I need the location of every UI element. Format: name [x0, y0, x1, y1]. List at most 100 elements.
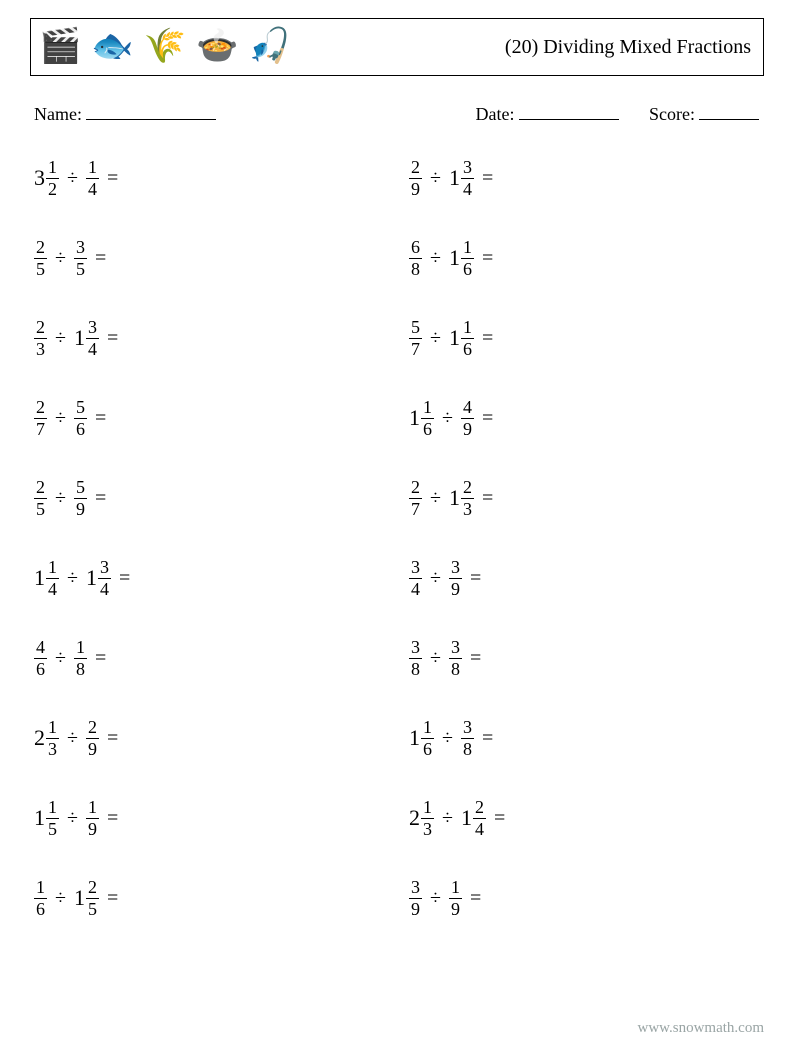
division-sign: ÷ [55, 247, 66, 270]
problem-4: 68÷116= [409, 233, 764, 283]
denominator: 8 [461, 740, 474, 759]
problem-15: 213÷29= [34, 713, 389, 763]
whole-number: 1 [74, 325, 85, 351]
problem-9: 25÷59= [34, 473, 389, 523]
problem-16: 116÷38= [409, 713, 764, 763]
cauldron-icon: 🍲 [196, 30, 238, 64]
whole-number: 3 [34, 165, 45, 191]
numerator: 1 [461, 238, 474, 257]
fraction: 56 [74, 398, 87, 439]
problem-8: 116÷49= [409, 393, 764, 443]
fraction: 25 [34, 238, 47, 279]
hook-icon: 🎣 [248, 30, 290, 64]
numerator: 2 [461, 478, 474, 497]
fraction: 25 [86, 878, 99, 919]
name-field: Name: [34, 102, 436, 125]
fraction: 16 [421, 398, 434, 439]
equals-sign: = [107, 727, 118, 750]
fraction: 18 [74, 638, 87, 679]
fraction: 27 [34, 398, 47, 439]
problem-2: 29÷134= [409, 153, 764, 203]
denominator: 9 [461, 420, 474, 439]
fraction: 19 [86, 798, 99, 839]
numerator: 1 [46, 798, 59, 817]
name-blank[interactable] [86, 102, 216, 120]
equals-sign: = [107, 887, 118, 910]
numerator: 3 [409, 638, 422, 657]
problem-20: 39÷19= [409, 873, 764, 923]
numerator: 1 [421, 798, 434, 817]
score-blank[interactable] [699, 102, 759, 120]
equals-sign: = [119, 567, 130, 590]
fraction: 14 [46, 558, 59, 599]
numerator: 3 [86, 318, 99, 337]
fraction: 14 [86, 158, 99, 199]
fraction: 38 [409, 638, 422, 679]
whole-number: 1 [409, 405, 420, 431]
denominator: 5 [34, 260, 47, 279]
numerator: 3 [98, 558, 111, 577]
fraction: 16 [421, 718, 434, 759]
fraction: 27 [409, 478, 422, 519]
numerator: 1 [421, 718, 434, 737]
fraction: 24 [473, 798, 486, 839]
denominator: 3 [421, 820, 434, 839]
problem-3: 25÷35= [34, 233, 389, 283]
division-sign: ÷ [430, 647, 441, 670]
equals-sign: = [470, 647, 481, 670]
fish-icon: 🐟 [91, 30, 133, 64]
numerator: 1 [86, 158, 99, 177]
fraction: 39 [449, 558, 462, 599]
whole-number: 1 [449, 325, 460, 351]
numerator: 2 [34, 238, 47, 257]
denominator: 4 [98, 580, 111, 599]
fraction: 13 [421, 798, 434, 839]
denominator: 9 [409, 900, 422, 919]
reeds-icon: 🌾 [144, 30, 186, 64]
division-sign: ÷ [55, 327, 66, 350]
equals-sign: = [95, 407, 106, 430]
numerator: 1 [449, 878, 462, 897]
page-title: (20) Dividing Mixed Fractions [505, 36, 751, 59]
whole-number: 1 [34, 565, 45, 591]
whole-number: 1 [409, 725, 420, 751]
equals-sign: = [482, 487, 493, 510]
problem-11: 114÷134= [34, 553, 389, 603]
numerator: 2 [34, 318, 47, 337]
fraction: 39 [409, 878, 422, 919]
denominator: 4 [86, 340, 99, 359]
numerator: 2 [409, 478, 422, 497]
header-icons: 🎬 🐟 🌾 🍲 🎣 [39, 30, 291, 64]
whole-number: 2 [34, 725, 45, 751]
denominator: 9 [86, 740, 99, 759]
problem-12: 34÷39= [409, 553, 764, 603]
equals-sign: = [482, 327, 493, 350]
fraction: 38 [461, 718, 474, 759]
denominator: 6 [34, 660, 47, 679]
division-sign: ÷ [430, 887, 441, 910]
fraction: 16 [34, 878, 47, 919]
denominator: 4 [46, 580, 59, 599]
numerator: 3 [449, 638, 462, 657]
problem-10: 27÷123= [409, 473, 764, 523]
problem-14: 38÷38= [409, 633, 764, 683]
division-sign: ÷ [67, 807, 78, 830]
equals-sign: = [482, 247, 493, 270]
division-sign: ÷ [67, 727, 78, 750]
denominator: 4 [86, 180, 99, 199]
date-blank[interactable] [519, 102, 619, 120]
numerator: 3 [409, 878, 422, 897]
problem-18: 213÷124= [409, 793, 764, 843]
problem-7: 27÷56= [34, 393, 389, 443]
denominator: 6 [34, 900, 47, 919]
fraction: 25 [34, 478, 47, 519]
problem-5: 23÷134= [34, 313, 389, 363]
division-sign: ÷ [67, 567, 78, 590]
problem-6: 57÷116= [409, 313, 764, 363]
numerator: 3 [449, 558, 462, 577]
numerator: 3 [461, 158, 474, 177]
equals-sign: = [494, 807, 505, 830]
division-sign: ÷ [430, 487, 441, 510]
denominator: 6 [421, 420, 434, 439]
name-label: Name: [34, 104, 82, 124]
